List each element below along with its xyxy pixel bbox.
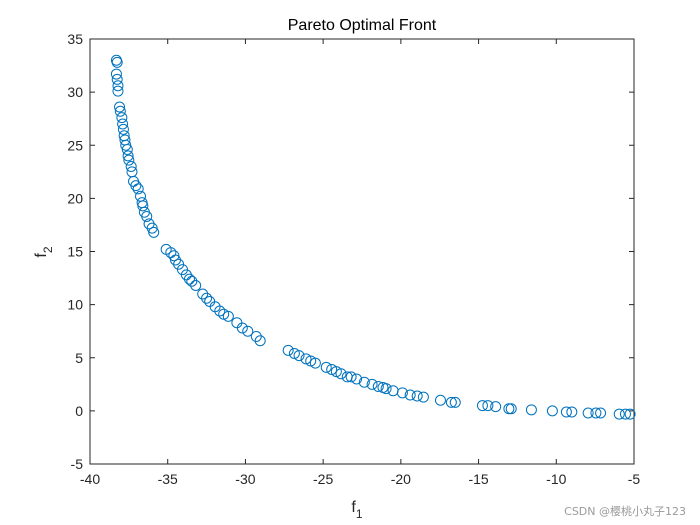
data-point bbox=[114, 101, 126, 113]
data-point bbox=[505, 403, 517, 415]
y-tick-label: 5 bbox=[75, 350, 83, 366]
data-point bbox=[222, 310, 234, 322]
x-tick-label: -5 bbox=[628, 471, 641, 487]
y-tick-label: 30 bbox=[67, 84, 83, 100]
data-point bbox=[566, 406, 578, 418]
watermark: CSDN @樱桃小丸子123 bbox=[564, 505, 686, 518]
x-axis-label-sub: 1 bbox=[356, 507, 363, 521]
y-tick-label: 15 bbox=[67, 244, 83, 260]
data-point bbox=[358, 376, 370, 388]
data-point bbox=[525, 404, 537, 416]
y-axis-label-base: f bbox=[33, 253, 50, 258]
plot-frame bbox=[89, 38, 635, 465]
data-point bbox=[345, 371, 357, 383]
data-point bbox=[111, 56, 123, 68]
data-point bbox=[282, 344, 294, 356]
y-tick-label: 25 bbox=[67, 137, 83, 153]
y-tick-label: 10 bbox=[67, 297, 83, 313]
x-tick-label: -35 bbox=[158, 471, 178, 487]
data-point bbox=[293, 350, 305, 362]
x-tick-label: -30 bbox=[235, 471, 255, 487]
data-point bbox=[309, 357, 321, 369]
data-point bbox=[590, 407, 602, 419]
data-point bbox=[335, 368, 347, 380]
x-tick-label: -40 bbox=[80, 471, 100, 487]
data-point bbox=[490, 401, 502, 413]
data-point bbox=[503, 403, 515, 415]
data-point bbox=[114, 105, 126, 117]
data-point bbox=[411, 390, 423, 402]
data-point bbox=[624, 408, 636, 420]
data-point bbox=[476, 400, 488, 412]
y-axis-label-sub: 2 bbox=[41, 246, 55, 253]
data-point bbox=[112, 85, 124, 97]
data-point bbox=[148, 226, 160, 238]
x-tick-label: -15 bbox=[468, 471, 488, 487]
y-tick-label: 35 bbox=[67, 31, 83, 47]
scatter-points bbox=[110, 54, 636, 420]
x-axis-ticks: -40 -35 -30 -25 -20 -15 -10 -5 bbox=[80, 39, 641, 487]
data-point bbox=[183, 273, 195, 285]
data-point bbox=[242, 325, 254, 337]
data-point bbox=[351, 373, 363, 385]
data-point bbox=[582, 407, 594, 419]
data-point bbox=[380, 383, 392, 395]
x-tick-label: -10 bbox=[546, 471, 566, 487]
data-point bbox=[449, 396, 461, 408]
data-point bbox=[117, 118, 129, 130]
x-axis-label-base: f bbox=[351, 499, 356, 516]
data-point bbox=[111, 73, 123, 85]
data-point bbox=[404, 389, 416, 401]
data-point bbox=[320, 361, 332, 373]
y-tick-label: 20 bbox=[67, 190, 83, 206]
data-point bbox=[546, 405, 558, 417]
data-point bbox=[116, 112, 128, 124]
data-point bbox=[201, 292, 213, 304]
plot-area bbox=[89, 38, 635, 465]
data-point bbox=[112, 80, 124, 92]
data-point bbox=[396, 387, 408, 399]
data-point bbox=[372, 380, 384, 392]
data-point bbox=[190, 280, 202, 291]
data-point bbox=[121, 144, 133, 155]
data-point bbox=[117, 123, 129, 135]
data-point bbox=[482, 400, 494, 412]
data-point bbox=[619, 408, 631, 420]
data-point bbox=[122, 150, 134, 162]
data-point bbox=[417, 391, 429, 403]
data-point bbox=[130, 180, 142, 192]
data-point bbox=[254, 335, 266, 347]
data-point bbox=[236, 322, 248, 334]
data-point bbox=[445, 396, 457, 408]
data-point bbox=[132, 183, 144, 195]
chart-title: Pareto Optimal Front bbox=[288, 17, 437, 34]
data-point bbox=[123, 154, 135, 166]
y-tick-label: 0 bbox=[75, 403, 83, 419]
x-tick-label: -25 bbox=[313, 471, 333, 487]
data-point bbox=[560, 406, 572, 418]
data-point bbox=[125, 161, 137, 172]
data-point bbox=[366, 378, 378, 390]
data-point bbox=[141, 210, 153, 222]
data-point bbox=[613, 408, 625, 420]
data-point bbox=[214, 305, 226, 317]
data-point bbox=[110, 68, 122, 80]
x-tick-label: -20 bbox=[391, 471, 411, 487]
data-point bbox=[137, 200, 149, 212]
y-axis-label: f2 bbox=[33, 246, 55, 257]
data-point bbox=[250, 331, 262, 342]
y-axis-ticks: -5 0 5 10 15 20 25 30 35 bbox=[67, 31, 634, 472]
y-tick-label: -5 bbox=[71, 456, 84, 472]
x-axis-label: f1 bbox=[351, 499, 362, 521]
data-point bbox=[595, 407, 607, 419]
data-point bbox=[434, 394, 446, 406]
data-point bbox=[186, 275, 198, 287]
data-point bbox=[197, 288, 209, 300]
